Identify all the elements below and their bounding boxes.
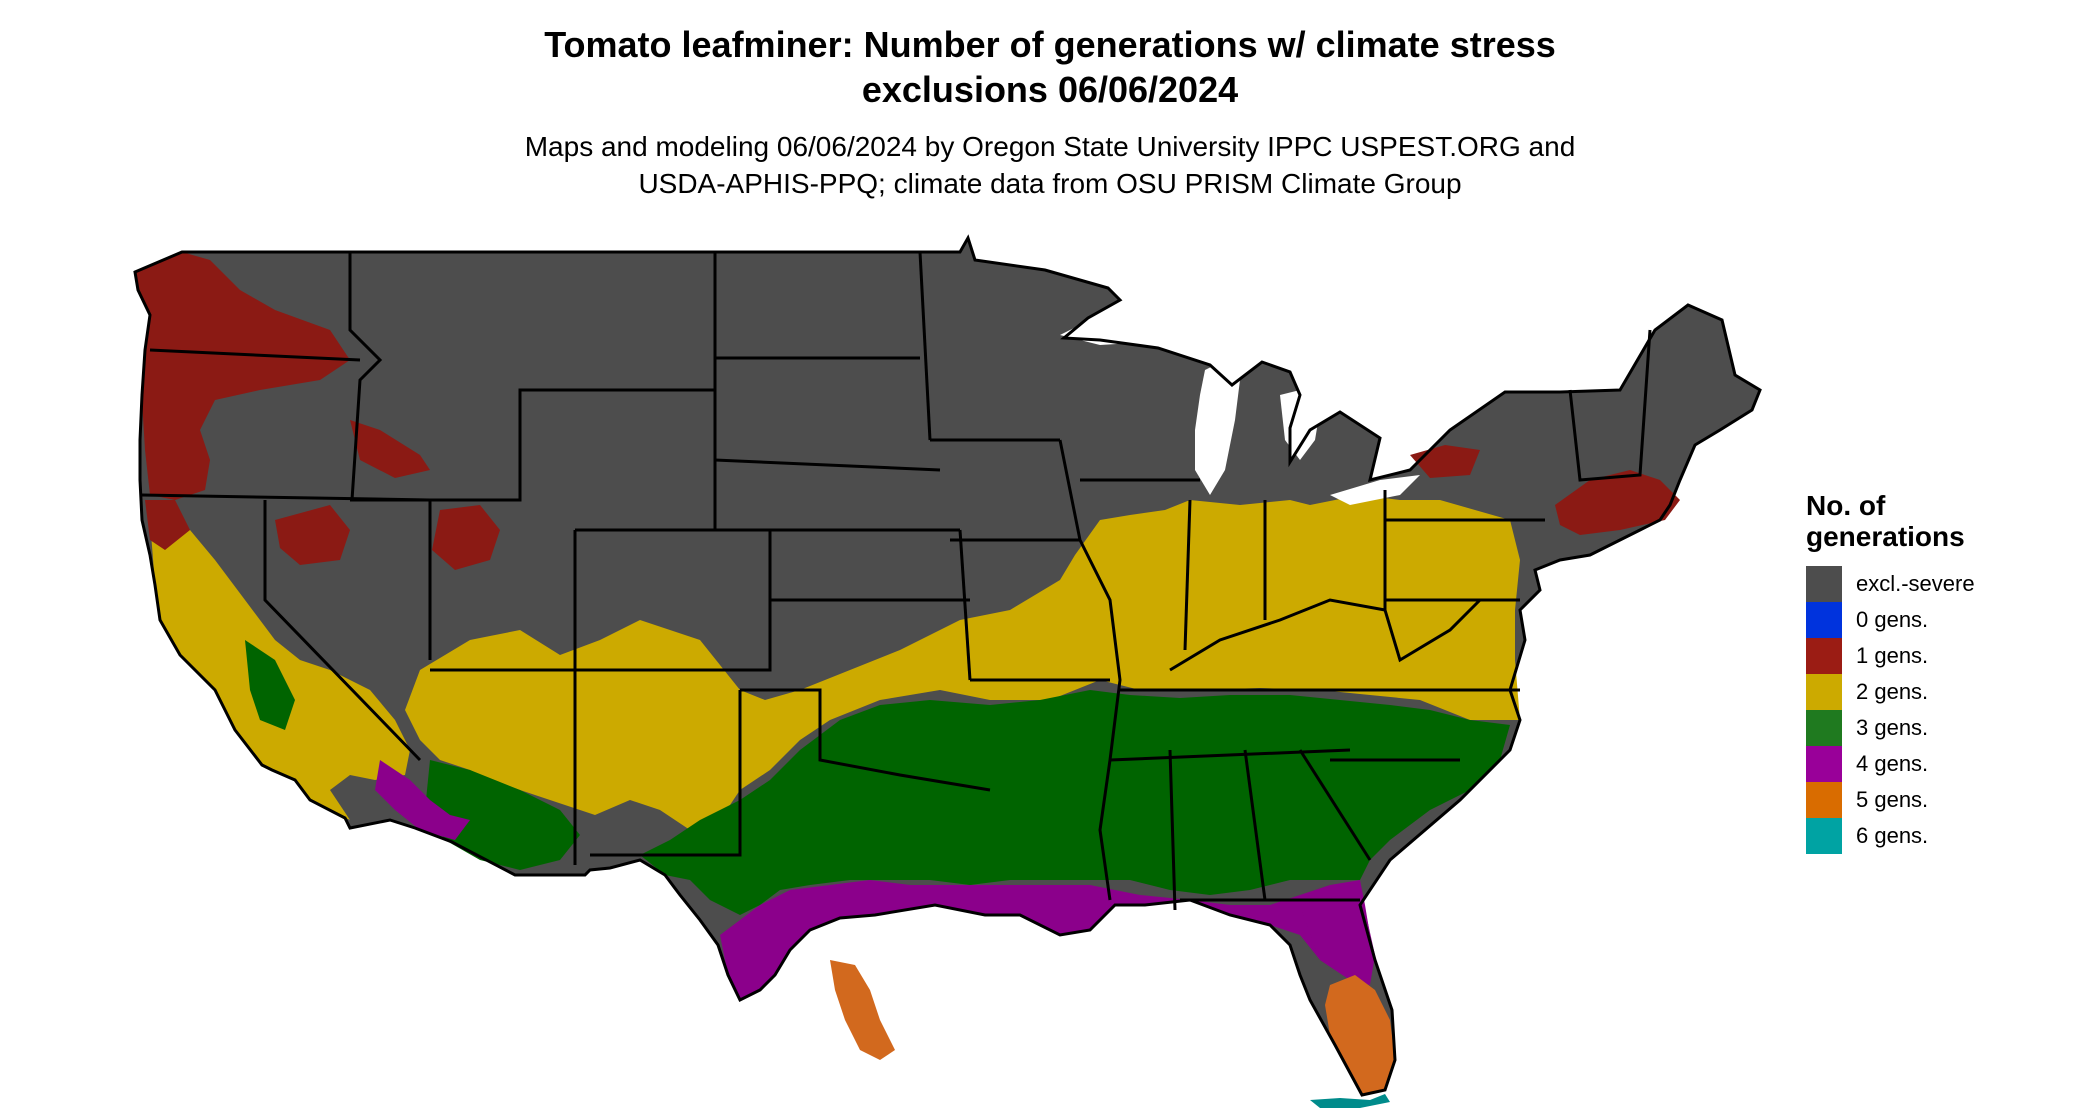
border-ga-sc [1298, 749, 1372, 861]
lake-erie [1330, 475, 1420, 505]
zone-1gen-pacific-northwest [135, 252, 350, 500]
map-legend: No. of generations excl.-severe 0 gens. 1 … [1806, 490, 2056, 854]
legend-item: 3 gens. [1806, 710, 2056, 746]
border-al-ga [1243, 749, 1267, 901]
map-subtitle-line-1: Maps and modeling 06/06/2024 by Oregon S… [524, 131, 1576, 162]
legend-label: 6 gens. [1856, 823, 1929, 848]
border-west-virginia [1383, 598, 1482, 663]
legend-label: 5 gens. [1856, 787, 1929, 812]
map-subtitle: Maps and modeling 06/06/2024 by Oregon S… [0, 128, 2100, 202]
legend-item: excl.-severe [1806, 566, 2056, 602]
lake-superior [1060, 300, 1245, 345]
map-subtitle-line-2: USDA-APHIS-PPQ; climate data from OSU PR… [638, 168, 1462, 199]
legend-label: 4 gens. [1856, 751, 1929, 776]
map-title-line-2: exclusions 06/06/2024 [861, 69, 1239, 110]
legend-swatch [1806, 746, 1842, 782]
legend-swatch [1806, 674, 1842, 710]
zone-6gen-florida-keys [1310, 1094, 1390, 1108]
legend-label: 3 gens. [1856, 715, 1929, 740]
border-nm-tx [590, 690, 742, 857]
zone-3gen-california-pockets [245, 640, 295, 730]
zone-3gen-south [640, 690, 1510, 915]
legend-items: excl.-severe 0 gens. 1 gens. 2 gens. 3 gens.… [1806, 566, 2056, 854]
border-il-in [1183, 499, 1192, 651]
legend-swatch [1806, 818, 1842, 854]
zone-1gen-great-basin [432, 505, 500, 570]
legend-label: 0 gens. [1856, 607, 1929, 632]
zone-5gen-south-florida [1325, 975, 1395, 1095]
border-new-england [1568, 329, 1652, 482]
map-title-line-1: Tomato leafminer: Number of generations … [544, 24, 1556, 65]
zone-2gen-central-belt [405, 495, 1520, 830]
border-ok-tx [740, 688, 991, 792]
legend-item: 5 gens. [1806, 782, 2056, 818]
conus-outline [133, 234, 1762, 1097]
legend-swatch [1806, 710, 1842, 746]
border-ohio-river [1169, 598, 1386, 672]
state-borders [133, 234, 1762, 1097]
border-wa-or [149, 348, 361, 362]
zone-1gen-northeast [1555, 470, 1680, 535]
legend-swatch [1806, 782, 1842, 818]
zone-4gen-arizona-desert [375, 760, 470, 840]
border-mississippi-river [1058, 439, 1122, 901]
border-mt-south [350, 388, 715, 502]
zone-1gen-nevada-north [275, 505, 350, 565]
border-mo-west [958, 529, 972, 681]
legend-label: 1 gens. [1856, 643, 1929, 668]
zone-4gen-gulf-coast [720, 880, 1370, 1000]
legend-swatch [1806, 566, 1842, 602]
zone-1gen-idaho-patch [350, 420, 430, 478]
legend-item: 2 gens. [1806, 674, 2056, 710]
legend-item: 6 gens. [1806, 818, 2056, 854]
zone-5gen-south-texas [830, 960, 895, 1060]
border-tn-south [1109, 748, 1351, 762]
legend-item: 1 gens. [1806, 638, 2056, 674]
border-dak-mn [918, 251, 932, 441]
legend-label: excl.-severe [1856, 571, 1975, 596]
border-idaho [348, 252, 383, 501]
legend-item: 0 gens. [1806, 602, 2056, 638]
legend-item: 4 gens. [1806, 746, 2056, 782]
legend-label: 2 gens. [1856, 679, 1929, 704]
zone-3gen-arizona [425, 760, 580, 870]
zone-4gen-florida [1300, 895, 1375, 985]
lake-michigan [1195, 360, 1240, 495]
map-title: Tomato leafminer: Number of generations … [0, 22, 2100, 112]
border-ms-al [1168, 749, 1177, 911]
legend-swatch [1806, 638, 1842, 674]
legend-title: No. of generations [1806, 490, 1965, 552]
border-sd-ne [714, 458, 941, 472]
border-ca-nv [263, 500, 422, 762]
zone-1gen-california-coast [145, 500, 190, 550]
legend-swatch [1806, 602, 1842, 638]
